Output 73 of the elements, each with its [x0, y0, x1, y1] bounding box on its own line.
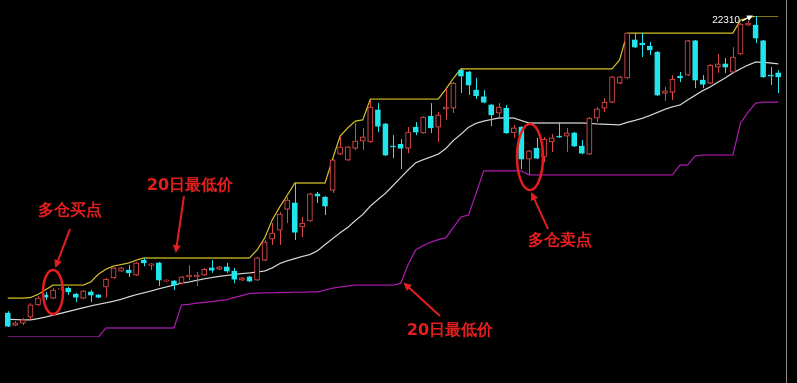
candlestick	[110, 266, 116, 280]
candlestick	[428, 102, 434, 134]
candlestick	[450, 81, 456, 114]
candlestick	[714, 53, 721, 74]
candlestick	[496, 102, 502, 118]
candlestick	[269, 222, 275, 246]
candlestick	[503, 104, 510, 134]
candlestick	[571, 132, 578, 148]
candlestick	[390, 134, 396, 159]
candlestick	[473, 77, 479, 100]
candlestick	[224, 262, 230, 274]
candlestick	[722, 57, 728, 74]
candlestick	[254, 256, 260, 282]
candlestick	[72, 292, 79, 303]
candlestick	[133, 262, 140, 277]
candlestick	[752, 16, 758, 44]
candlestick	[232, 267, 238, 284]
candlestick	[594, 106, 600, 123]
candlestick	[262, 239, 268, 262]
annotation: 22310	[712, 14, 740, 26]
candlestick	[375, 102, 381, 133]
candlestick	[126, 264, 132, 278]
candlestick	[458, 67, 464, 94]
candlestick	[284, 196, 290, 224]
annotation: 多仓买点	[38, 200, 102, 220]
annotation: 多仓卖点	[528, 230, 592, 250]
candlestick	[730, 46, 736, 74]
candlestick	[639, 32, 646, 58]
candlestick	[322, 196, 328, 216]
candlestick	[276, 211, 283, 246]
candlestick	[556, 122, 562, 138]
candlestick	[35, 295, 41, 306]
candlestick	[4, 310, 11, 328]
candlestick	[344, 146, 351, 162]
candlestick	[564, 127, 570, 152]
candlestick	[156, 262, 162, 286]
candlestick	[412, 122, 418, 136]
candlestick	[420, 116, 426, 134]
candlestick	[466, 70, 472, 96]
candlestick	[208, 260, 215, 274]
candlestick	[707, 63, 714, 85]
candlestick	[50, 288, 56, 300]
candlestick	[337, 136, 343, 156]
candlestick	[677, 71, 683, 82]
candlestick	[398, 138, 404, 170]
candlestick	[405, 126, 411, 154]
candlestick	[28, 302, 34, 320]
candlestick	[534, 137, 540, 160]
candlestick	[526, 150, 532, 176]
candlestick	[609, 76, 615, 104]
candlestick	[602, 98, 608, 113]
candlestick	[768, 66, 774, 86]
candlestick	[662, 86, 668, 102]
candlestick	[488, 104, 494, 127]
candlestick	[194, 271, 200, 286]
candlestick	[171, 280, 177, 291]
candlestick	[314, 192, 320, 204]
candlestick	[511, 124, 517, 138]
candlestick	[360, 127, 366, 151]
candlestick	[670, 74, 676, 100]
candlestick	[103, 277, 109, 298]
candlestick	[700, 74, 706, 89]
candlestick	[186, 264, 192, 281]
candlestick	[480, 90, 486, 104]
candlestick	[775, 70, 782, 94]
candlestick	[88, 290, 94, 303]
candlestick	[443, 88, 449, 120]
candlestick	[435, 112, 442, 142]
annotation: 20日最低价	[406, 320, 494, 340]
candlestick	[352, 122, 358, 151]
annotation: 20日最低价	[146, 175, 234, 194]
candlestick	[80, 290, 86, 300]
candlestick	[548, 133, 554, 152]
